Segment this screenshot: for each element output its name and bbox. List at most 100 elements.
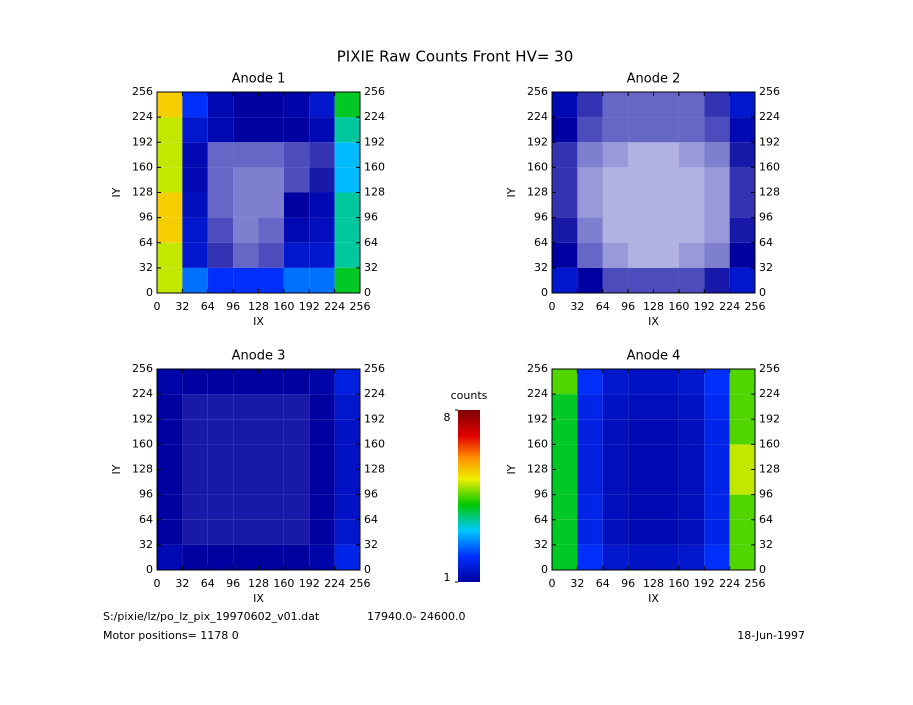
- heatmap-cell: [678, 142, 705, 168]
- heatmap-cell: [233, 242, 259, 268]
- y-tick-label-right: 192: [759, 412, 780, 425]
- heatmap-cell: [552, 192, 578, 218]
- heatmap-cell: [334, 544, 360, 570]
- heatmap-cell: [233, 92, 259, 118]
- heatmap-cell: [258, 192, 284, 218]
- heatmap-cell: [552, 394, 578, 420]
- x-tick-label: 0: [154, 577, 161, 590]
- heatmap-cell: [628, 92, 654, 118]
- heatmap-cell: [157, 494, 183, 520]
- heatmap-cell: [207, 419, 234, 445]
- y-tick-label: 128: [132, 463, 153, 476]
- heatmap-cell: [577, 544, 603, 570]
- x-tick-label: 128: [643, 300, 664, 313]
- y-tick-label: 192: [132, 412, 153, 425]
- y-tick-label-right: 128: [364, 463, 385, 476]
- heatmap-cell: [729, 242, 755, 268]
- y-tick-label-right: 0: [759, 563, 766, 576]
- y-tick-label: 128: [527, 186, 548, 199]
- heatmap-cell: [577, 419, 603, 445]
- heatmap-cell: [309, 142, 335, 168]
- heatmap-cell: [729, 167, 755, 193]
- heatmap-cell: [309, 242, 335, 268]
- x-tick-label: 64: [596, 300, 610, 313]
- y-tick-label: 64: [139, 513, 153, 526]
- heatmap-cell: [704, 494, 730, 520]
- heatmap-cell: [207, 444, 234, 470]
- y-tick-label: 64: [534, 236, 548, 249]
- heatmap-cell: [678, 544, 705, 570]
- heatmap-cell: [157, 544, 183, 570]
- plot-title: Anode 1: [232, 72, 286, 87]
- heatmap-cell: [182, 192, 208, 218]
- colorbar-label: counts: [451, 389, 488, 402]
- heatmap-cell: [678, 267, 705, 293]
- heatmap-cell: [552, 167, 578, 193]
- x-tick-label: 256: [745, 577, 766, 590]
- heatmap-cell: [309, 267, 335, 293]
- heatmap-cell: [704, 519, 730, 545]
- y-tick-label: 256: [132, 85, 153, 98]
- heatmap-cell: [334, 242, 360, 268]
- heatmap-cell: [334, 419, 360, 445]
- heatmap-cell: [628, 267, 654, 293]
- heatmap-cell: [157, 519, 183, 545]
- heatmap-cell: [157, 242, 183, 268]
- y-tick-label-right: 0: [364, 563, 371, 576]
- y-tick-label-right: 128: [364, 186, 385, 199]
- y-tick-label-right: 160: [364, 437, 385, 450]
- heatmap-cell: [207, 117, 234, 143]
- y-tick-label-right: 160: [759, 437, 780, 450]
- heatmap-cell: [602, 117, 629, 143]
- heatmap-cell: [704, 142, 730, 168]
- heatmap-cell: [334, 117, 360, 143]
- y-tick-label-right: 64: [364, 513, 378, 526]
- heatmap-cell: [157, 92, 183, 118]
- heatmap-cell: [258, 167, 284, 193]
- y-tick-label: 224: [527, 387, 548, 400]
- y-axis-label: IY: [110, 464, 123, 474]
- x-tick-label: 160: [273, 577, 294, 590]
- heatmap-cell: [233, 142, 259, 168]
- heatmap-cell: [309, 117, 335, 143]
- heatmap-cell: [157, 267, 183, 293]
- heatmap-cell: [233, 394, 259, 420]
- heatmap-cell: [653, 117, 679, 143]
- heatmap-cell: [207, 519, 234, 545]
- y-tick-label-right: 32: [364, 538, 378, 551]
- heatmap-cell: [258, 92, 284, 118]
- heatmap-cell: [207, 242, 234, 268]
- heatmap-cell: [577, 217, 603, 243]
- footer-range: 17940.0- 24600.0: [367, 610, 465, 623]
- heatmap-cell: [258, 242, 284, 268]
- heatmap-cell: [678, 92, 705, 118]
- heatmap-cell: [602, 444, 629, 470]
- x-tick-label: 224: [324, 577, 345, 590]
- heatmap-cell: [233, 117, 259, 143]
- y-tick-label: 96: [139, 488, 153, 501]
- x-tick-label: 192: [694, 577, 715, 590]
- heatmap-cell: [729, 394, 755, 420]
- heatmap-cell: [628, 519, 654, 545]
- y-tick-label-right: 0: [364, 286, 371, 299]
- x-tick-label: 256: [350, 300, 371, 313]
- heatmap-cell: [628, 469, 654, 495]
- heatmap-cell: [653, 519, 679, 545]
- heatmap-cell: [577, 117, 603, 143]
- y-tick-label-right: 128: [759, 463, 780, 476]
- heatmap-cell: [653, 394, 679, 420]
- x-tick-label: 224: [719, 300, 740, 313]
- heatmap-cell: [258, 544, 284, 570]
- heatmap-cell: [182, 242, 208, 268]
- heatmap-cell: [628, 167, 654, 193]
- heatmap-cell: [552, 494, 578, 520]
- heatmap-cell: [182, 444, 208, 470]
- heatmap-cell: [283, 267, 310, 293]
- heatmap-cell: [678, 394, 705, 420]
- y-axis-label: IY: [505, 464, 518, 474]
- heatmap-cell: [577, 444, 603, 470]
- x-tick-label: 64: [201, 577, 215, 590]
- y-tick-label: 224: [132, 387, 153, 400]
- heatmap-cell: [628, 544, 654, 570]
